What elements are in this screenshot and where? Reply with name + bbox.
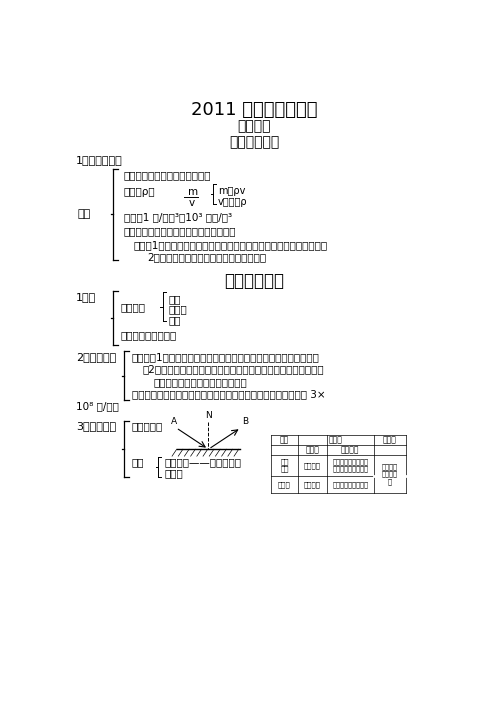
Text: 相同点: 相同点 (383, 435, 397, 444)
Text: 不同点: 不同点 (329, 435, 343, 444)
Text: 镜面
反射: 镜面 反射 (280, 458, 289, 472)
Text: A: A (171, 417, 178, 426)
Text: 项目: 项目 (280, 435, 289, 444)
Text: 电磁波: 电磁波 (169, 305, 187, 314)
Text: 10⁸ 米/秒。: 10⁸ 米/秒。 (76, 402, 119, 411)
Text: 2、光的传播: 2、光的传播 (76, 352, 116, 362)
Text: 反射光线杂乱散漫。: 反射光线杂乱散漫。 (332, 482, 369, 488)
Text: 3、光的反射: 3、光的反射 (76, 421, 116, 432)
Text: 光线特点: 光线特点 (341, 446, 360, 454)
Text: 种类: 种类 (132, 457, 144, 467)
Text: B: B (243, 417, 248, 426)
Text: 反射定律：: 反射定律： (132, 421, 163, 432)
Text: 漫反射: 漫反射 (164, 468, 183, 479)
Text: 单位：1 克/厘米³＝10³ 千克/米³: 单位：1 克/厘米³＝10³ 千克/米³ (124, 212, 232, 222)
Text: 在传播过程中光的路线是可逆的。: 在传播过程中光的路线是可逆的。 (153, 377, 247, 387)
Text: 应用：求质量、体积及密度（物质鉴别）: 应用：求质量、体积及密度（物质鉴别） (124, 226, 237, 236)
Text: 波的存在: 波的存在 (120, 302, 145, 312)
Text: 平整光面: 平整光面 (304, 462, 321, 469)
Text: 特点：（1）光的传播不需依赖于一定的物质，在真空中也能传播。: 特点：（1）光的传播不需依赖于一定的物质，在真空中也能传播。 (132, 352, 319, 362)
Text: 注意：1、密度是物质的一种特性，与物体的质量、体积的大小无关。: 注意：1、密度是物质的一种特性，与物体的质量、体积的大小无关。 (133, 240, 327, 250)
Text: （2）在同一种物质中沿直线传播，在两种不同物质界面上会发生: （2）在同一种物质中沿直线传播，在两种不同物质界面上会发生 (143, 364, 324, 375)
Text: 1、质量与密度: 1、质量与密度 (76, 155, 123, 165)
Text: 粗糙不平: 粗糙不平 (304, 482, 321, 488)
Text: 定义：单位体积某种物质的质量: 定义：单位体积某种物质的质量 (124, 171, 211, 180)
Text: N: N (205, 411, 212, 420)
Text: 波的作用：传播信息: 波的作用：传播信息 (120, 331, 177, 340)
Text: 漫反射: 漫反射 (278, 482, 291, 488)
Text: 镜面反射——平面镜成像: 镜面反射——平面镜成像 (164, 457, 241, 467)
Text: 速度：在不同物质中传播速度不同。在真空中光速最大，数値为 3×: 速度：在不同物质中传播速度不同。在真空中光速最大，数値为 3× (132, 389, 325, 399)
Text: 反射面: 反射面 (306, 446, 319, 454)
Text: 1、波: 1、波 (76, 292, 96, 302)
Text: 密度: 密度 (77, 209, 91, 219)
Text: 声波: 声波 (169, 293, 182, 304)
Text: v＝ｍ／ρ: v＝ｍ／ρ (218, 197, 248, 207)
Text: 2、密度相同的物质不一定是同一种物质。: 2、密度相同的物质不一定是同一种物质。 (147, 252, 266, 262)
Text: m: m (187, 187, 198, 197)
Text: 如果入射光线平行，
则反射光线仍平行。: 如果入射光线平行， 则反射光线仍平行。 (332, 458, 369, 472)
Text: m＝ρv: m＝ρv (218, 186, 245, 196)
Text: 2011 年科学复习用书: 2011 年科学复习用书 (191, 101, 317, 119)
Text: 公式：ρ＝: 公式：ρ＝ (124, 187, 156, 197)
Text: 物理部分: 物理部分 (238, 119, 271, 133)
Text: 第一册第一章: 第一册第一章 (229, 135, 279, 149)
Text: 都遵守光
的反射定
律: 都遵守光 的反射定 律 (382, 463, 398, 485)
Text: v: v (189, 198, 195, 208)
Text: 第二册第一章: 第二册第一章 (224, 272, 284, 290)
Text: 光波: 光波 (169, 315, 182, 325)
